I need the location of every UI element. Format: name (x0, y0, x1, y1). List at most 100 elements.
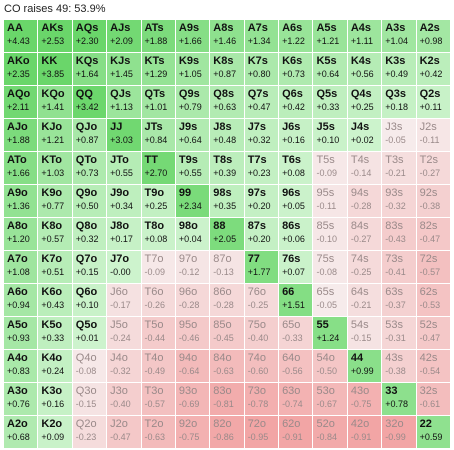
hand-cell-53o[interactable]: 53o -0.67 (313, 383, 347, 415)
hand-cell-aqo[interactable]: AQo +2.11 (4, 86, 38, 118)
hand-cell-j9s[interactable]: J9s +0.64 (175, 119, 210, 151)
hand-cell-a2o[interactable]: A2o +0.68 (4, 416, 38, 448)
hand-cell-k8o[interactable]: K8o +0.57 (38, 218, 72, 250)
hand-cell-a3o[interactable]: A3o +0.76 (4, 383, 38, 415)
hand-cell-jts[interactable]: JTs +0.84 (141, 119, 175, 151)
hand-cell-q2o[interactable]: Q2o -0.23 (72, 416, 107, 448)
hand-cell-q7s[interactable]: Q7s +0.47 (244, 86, 279, 118)
hand-cell-t6o[interactable]: T6o -0.26 (141, 284, 175, 316)
hand-cell-42s[interactable]: 42s -0.54 (416, 350, 450, 382)
hand-cell-33[interactable]: 33 +0.78 (382, 383, 416, 415)
hand-cell-64o[interactable]: 64o -0.56 (279, 350, 313, 382)
hand-cell-t2s[interactable]: T2s -0.27 (416, 152, 450, 184)
hand-cell-96s[interactable]: 96s +0.05 (279, 185, 313, 217)
hand-cell-t2o[interactable]: T2o -0.63 (141, 416, 175, 448)
hand-cell-a8s[interactable]: A8s +1.46 (210, 20, 244, 52)
hand-cell-54o[interactable]: 54o -0.50 (313, 350, 347, 382)
hand-cell-q7o[interactable]: Q7o +0.15 (72, 251, 107, 283)
hand-cell-72s[interactable]: 72s -0.57 (416, 251, 450, 283)
hand-cell-k4o[interactable]: K4o +0.24 (38, 350, 72, 382)
hand-cell-qto[interactable]: QTo +0.73 (72, 152, 107, 184)
hand-cell-q2s[interactable]: Q2s +0.11 (416, 86, 450, 118)
hand-cell-kjo[interactable]: KJo +1.21 (38, 119, 72, 151)
hand-cell-a7o[interactable]: A7o +1.08 (4, 251, 38, 283)
hand-cell-qts[interactable]: QTs +1.01 (141, 86, 175, 118)
hand-cell-83o[interactable]: 83o -0.81 (210, 383, 244, 415)
hand-cell-ako[interactable]: AKo +2.35 (4, 53, 38, 85)
hand-cell-k5s[interactable]: K5s +0.64 (313, 53, 347, 85)
hand-cell-q8s[interactable]: Q8s +0.63 (210, 86, 244, 118)
hand-cell-k4s[interactable]: K4s +0.56 (347, 53, 382, 85)
hand-cell-kjs[interactable]: KJs +1.45 (107, 53, 141, 85)
hand-cell-55[interactable]: 55 +1.24 (313, 317, 347, 349)
hand-cell-k6o[interactable]: K6o +0.43 (38, 284, 72, 316)
hand-cell-k2s[interactable]: K2s +0.42 (416, 53, 450, 85)
hand-cell-a6s[interactable]: A6s +1.22 (279, 20, 313, 52)
hand-cell-q5s[interactable]: Q5s +0.33 (313, 86, 347, 118)
hand-cell-q6s[interactable]: Q6s +0.42 (279, 86, 313, 118)
hand-cell-k7s[interactable]: K7s +0.80 (244, 53, 279, 85)
hand-cell-q3o[interactable]: Q3o -0.15 (72, 383, 107, 415)
hand-cell-52o[interactable]: 52o -0.84 (313, 416, 347, 448)
hand-cell-93s[interactable]: 93s -0.32 (382, 185, 416, 217)
hand-cell-j5o[interactable]: J5o -0.24 (107, 317, 141, 349)
hand-cell-84s[interactable]: 84s -0.27 (347, 218, 382, 250)
hand-cell-93o[interactable]: 93o -0.69 (175, 383, 210, 415)
hand-cell-32o[interactable]: 32o -0.99 (382, 416, 416, 448)
hand-cell-j3s[interactable]: J3s -0.05 (382, 119, 416, 151)
hand-cell-95o[interactable]: 95o -0.46 (175, 317, 210, 349)
hand-cell-53s[interactable]: 53s -0.31 (382, 317, 416, 349)
hand-cell-73s[interactable]: 73s -0.41 (382, 251, 416, 283)
hand-cell-k3o[interactable]: K3o +0.16 (38, 383, 72, 415)
hand-cell-tt[interactable]: TT +2.70 (141, 152, 175, 184)
hand-cell-43s[interactable]: 43s -0.38 (382, 350, 416, 382)
hand-cell-65o[interactable]: 65o -0.33 (279, 317, 313, 349)
hand-cell-88[interactable]: 88 +2.05 (210, 218, 244, 250)
hand-cell-75s[interactable]: 75s -0.08 (313, 251, 347, 283)
hand-cell-j4o[interactable]: J4o -0.32 (107, 350, 141, 382)
hand-cell-a3s[interactable]: A3s +1.04 (382, 20, 416, 52)
hand-cell-t6s[interactable]: T6s +0.08 (279, 152, 313, 184)
hand-cell-a9o[interactable]: A9o +1.36 (4, 185, 38, 217)
hand-cell-86s[interactable]: 86s +0.06 (279, 218, 313, 250)
hand-cell-72o[interactable]: 72o -0.95 (244, 416, 279, 448)
hand-cell-j6s[interactable]: J6s +0.16 (279, 119, 313, 151)
hand-cell-q8o[interactable]: Q8o +0.32 (72, 218, 107, 250)
hand-cell-q3s[interactable]: Q3s +0.18 (382, 86, 416, 118)
hand-cell-t7o[interactable]: T7o -0.09 (141, 251, 175, 283)
hand-cell-83s[interactable]: 83s -0.43 (382, 218, 416, 250)
hand-cell-kk[interactable]: KK +3.85 (38, 53, 72, 85)
hand-cell-98o[interactable]: 98o +0.04 (175, 218, 210, 250)
hand-cell-t3o[interactable]: T3o -0.57 (141, 383, 175, 415)
hand-cell-aqs[interactable]: AQs +2.30 (72, 20, 107, 52)
hand-cell-76s[interactable]: 76s +0.07 (279, 251, 313, 283)
hand-cell-ato[interactable]: ATo +1.66 (4, 152, 38, 184)
hand-cell-jj[interactable]: JJ +3.03 (107, 119, 141, 151)
hand-cell-75o[interactable]: 75o -0.40 (244, 317, 279, 349)
hand-cell-k8s[interactable]: K8s +0.87 (210, 53, 244, 85)
hand-cell-66[interactable]: 66 +1.51 (279, 284, 313, 316)
hand-cell-t9s[interactable]: T9s +0.55 (175, 152, 210, 184)
hand-cell-64s[interactable]: 64s -0.21 (347, 284, 382, 316)
hand-cell-t9o[interactable]: T9o +0.25 (141, 185, 175, 217)
hand-cell-73o[interactable]: 73o -0.78 (244, 383, 279, 415)
hand-cell-63o[interactable]: 63o -0.74 (279, 383, 313, 415)
hand-cell-t7s[interactable]: T7s +0.23 (244, 152, 279, 184)
hand-cell-42o[interactable]: 42o -0.91 (347, 416, 382, 448)
hand-cell-74s[interactable]: 74s -0.25 (347, 251, 382, 283)
hand-cell-77[interactable]: 77 +1.77 (244, 251, 279, 283)
hand-cell-j9o[interactable]: J9o +0.34 (107, 185, 141, 217)
hand-cell-k5o[interactable]: K5o +0.33 (38, 317, 72, 349)
hand-cell-j7o[interactable]: J7o -0.00 (107, 251, 141, 283)
hand-cell-86o[interactable]: 86o -0.28 (210, 284, 244, 316)
hand-cell-j8s[interactable]: J8s +0.48 (210, 119, 244, 151)
hand-cell-74o[interactable]: 74o -0.60 (244, 350, 279, 382)
hand-cell-k2o[interactable]: K2o +0.09 (38, 416, 72, 448)
hand-cell-82o[interactable]: 82o -0.86 (210, 416, 244, 448)
hand-cell-63s[interactable]: 63s -0.37 (382, 284, 416, 316)
hand-cell-j7s[interactable]: J7s +0.32 (244, 119, 279, 151)
hand-cell-j3o[interactable]: J3o -0.40 (107, 383, 141, 415)
hand-cell-62o[interactable]: 62o -0.91 (279, 416, 313, 448)
hand-cell-84o[interactable]: 84o -0.63 (210, 350, 244, 382)
hand-cell-a4o[interactable]: A4o +0.83 (4, 350, 38, 382)
